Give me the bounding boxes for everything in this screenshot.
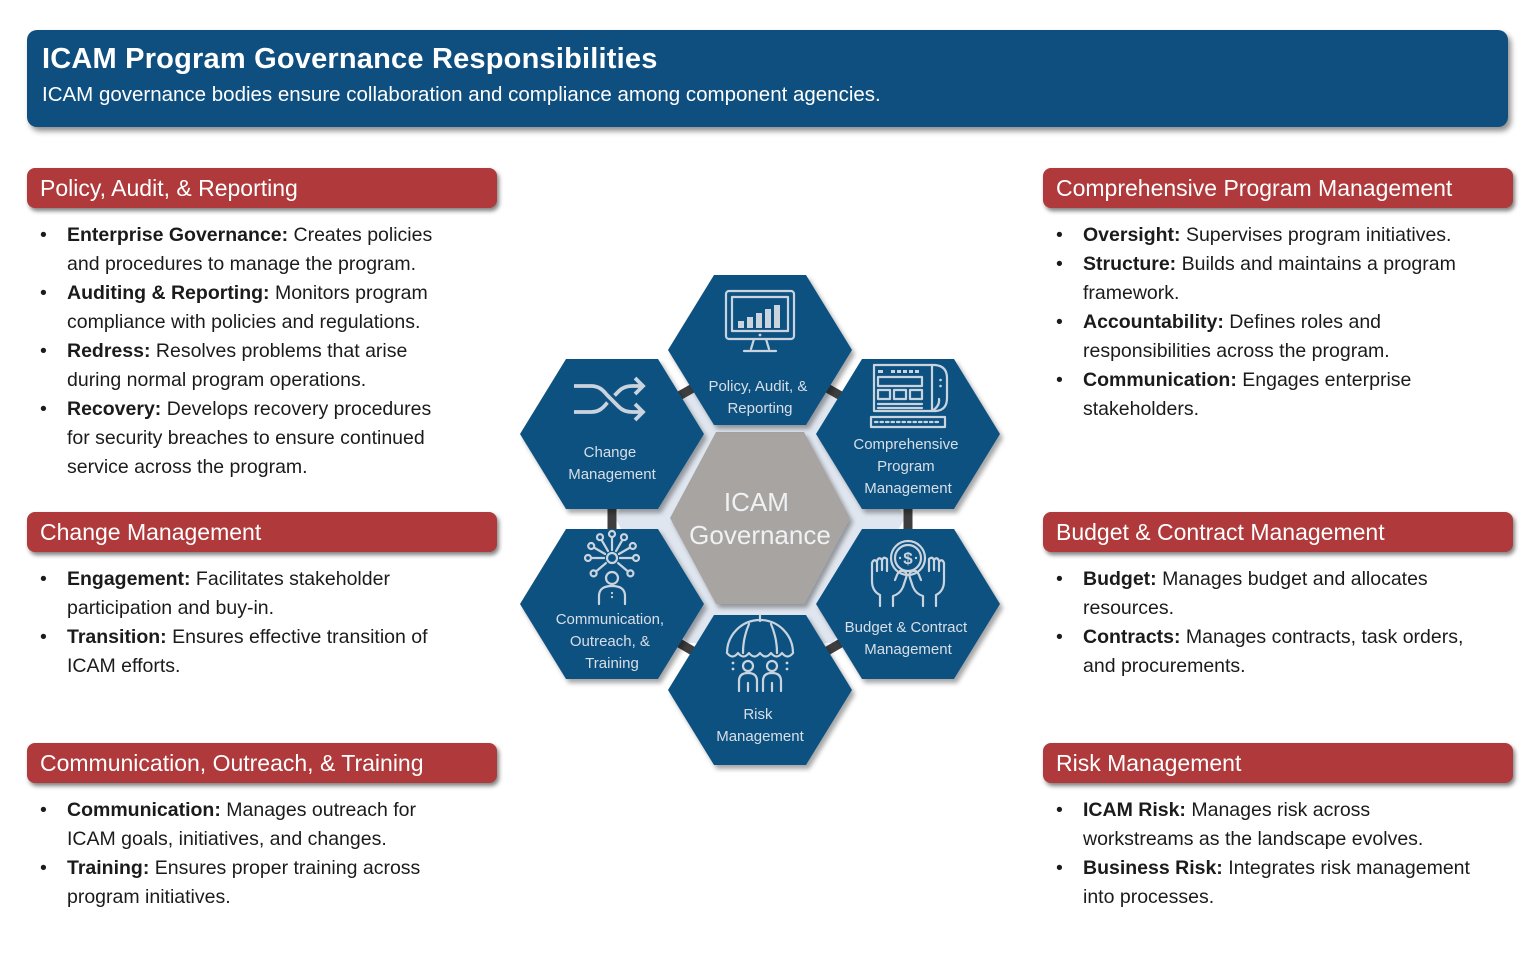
monitor-bar-chart-icon	[724, 289, 796, 353]
panel-policy-audit-reporting: Policy, Audit, & Reporting Enterprise Go…	[27, 168, 497, 482]
panel-header-risk-management: Risk Management	[1043, 743, 1513, 783]
bullet-item: Structure: Builds and maintains a progra…	[1043, 250, 1513, 308]
bullet-list: ICAM Risk: Manages risk across workstrea…	[1043, 796, 1513, 912]
hands-holding-dollar-icon: $	[870, 539, 946, 608]
bullet-item: Communication: Manages outreach for ICAM…	[27, 796, 497, 854]
person-network-icon	[583, 529, 641, 606]
umbrella-people-icon	[725, 613, 795, 693]
bullet-item: Enterprise Governance: Creates policies …	[27, 221, 497, 279]
panel-budget-contract-management: Budget & Contract Management Budget: Man…	[1043, 512, 1513, 681]
panel-header-change-management: Change Management	[27, 512, 497, 552]
svg-text:$: $	[903, 549, 913, 568]
panel-change-management: Change Management Engagement: Facilitate…	[27, 512, 497, 681]
hexagon-icam-governance: ICAM Governance	[670, 432, 850, 604]
page-subtitle: ICAM governance bodies ensure collaborat…	[42, 83, 881, 106]
hexagon-label: Policy, Audit, & Reporting	[708, 378, 811, 417]
hexagon-label: Comprehensive Program Management	[853, 436, 962, 497]
panel-header-policy-audit-reporting: Policy, Audit, & Reporting	[27, 168, 497, 208]
bullet-item: Business Risk: Integrates risk managemen…	[1043, 854, 1513, 912]
bullet-item: Training: Ensures proper training across…	[27, 854, 497, 912]
panel-communication-outreach-training: Communication, Outreach, & Training Comm…	[27, 743, 497, 912]
panel-header-comprehensive-program-management: Comprehensive Program Management	[1043, 168, 1513, 208]
bullet-item: Accountability: Defines roles and respon…	[1043, 308, 1513, 366]
bullet-list: Oversight: Supervises program initiative…	[1043, 221, 1513, 424]
bullet-item: Redress: Resolves problems that arise du…	[27, 337, 497, 395]
bullet-list: Budget: Manages budget and allocates res…	[1043, 565, 1513, 681]
hexagon-communication-outreach-training: Communication, Outreach, & Training	[520, 529, 704, 679]
panel-header-budget-contract-management: Budget & Contract Management	[1043, 512, 1513, 552]
hexagon-comprehensive-program-management: Comprehensive Program Management	[816, 359, 1000, 509]
panel-header-communication-outreach-training: Communication, Outreach, & Training	[27, 743, 497, 783]
bullet-item: Oversight: Supervises program initiative…	[1043, 221, 1513, 250]
bullet-list: Engagement: Facilitates stakeholder part…	[27, 565, 497, 681]
hexagon-label: Communication, Outreach, & Training	[556, 611, 669, 672]
bullet-item: Engagement: Facilitates stakeholder part…	[27, 565, 497, 623]
bullet-item: Budget: Manages budget and allocates res…	[1043, 565, 1513, 623]
hexagon-policy-audit-reporting: Policy, Audit, & Reporting	[668, 275, 852, 425]
hexagon-risk-management: Risk Management	[668, 613, 852, 765]
page-title: ICAM Program Governance Responsibilities	[42, 43, 658, 75]
bullet-item: Auditing & Reporting: Monitors program c…	[27, 279, 497, 337]
bullet-item: Transition: Ensures effective transition…	[27, 623, 497, 681]
center-hexagon-label: ICAM Governance	[689, 487, 831, 550]
right-hand	[908, 556, 946, 608]
governance-hexagon-diagram: ICAM Governance Policy, Audit, & Reporti…	[520, 275, 1000, 765]
panel-comprehensive-program-management: Comprehensive Program Management Oversig…	[1043, 168, 1513, 424]
title-banner: ICAM Program Governance Responsibilities…	[27, 30, 1508, 127]
hexagon-label: Change Management	[568, 444, 656, 483]
hexagon-budget-contract-management: $ Budget & Contract Management	[816, 529, 1000, 679]
bullet-list: Communication: Manages outreach for ICAM…	[27, 796, 497, 912]
hexagon-label: Budget & Contract Management	[845, 619, 972, 658]
hexagon-change-management: Change Management	[520, 359, 704, 509]
bullet-item: ICAM Risk: Manages risk across workstrea…	[1043, 796, 1513, 854]
bullet-list: Enterprise Governance: Creates policies …	[27, 221, 497, 482]
bullet-item: Contracts: Manages contracts, task order…	[1043, 623, 1513, 681]
shuffle-arrows-icon	[574, 376, 646, 422]
bullet-item: Recovery: Develops recovery procedures f…	[27, 395, 497, 482]
left-hand	[870, 556, 908, 608]
bullet-item: Communication: Engages enterprise stakeh…	[1043, 366, 1513, 424]
hexagon-label: Risk Management	[716, 706, 804, 745]
program-blueprint-icon	[869, 363, 949, 429]
panel-risk-management: Risk Management ICAM Risk: Manages risk …	[1043, 743, 1513, 912]
